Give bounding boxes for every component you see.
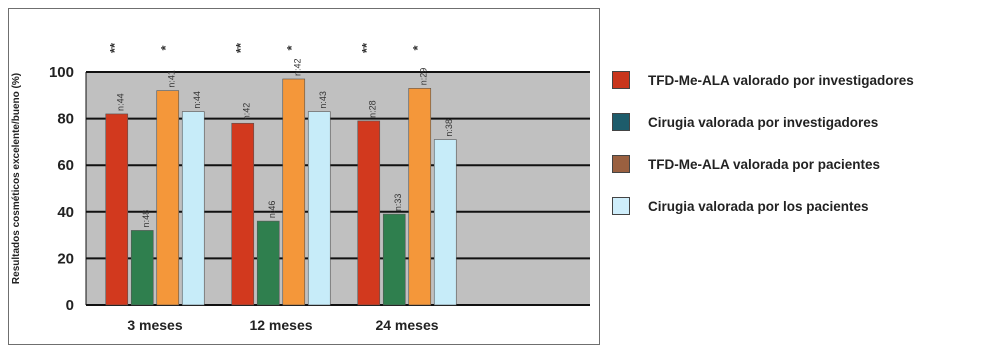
y-axis-label: Resultados cosméticos excelente/bueno (%… (11, 73, 22, 284)
bar (433, 139, 457, 306)
n-label: n:42 (293, 58, 303, 76)
legend-swatch (612, 197, 630, 215)
bar (307, 111, 331, 306)
y-tick-label: 100 (49, 64, 74, 81)
bar (256, 220, 280, 306)
significance-marker: ** (359, 42, 374, 53)
n-label: n:29 (419, 68, 429, 86)
n-label: n:33 (393, 194, 403, 212)
n-label: n:28 (368, 100, 378, 118)
n-label: n:41 (167, 70, 177, 88)
legend-item: TFD-Me-ALA valorada por pacientes (612, 154, 997, 174)
y-tick-label: 0 (66, 297, 74, 314)
bar (408, 88, 432, 306)
legend-swatch (612, 155, 630, 173)
n-label: n:42 (242, 103, 252, 121)
legend-item: Cirugia valorada por investigadores (612, 112, 997, 132)
legend: TFD-Me-ALA valorado por investigadores Ci… (612, 70, 997, 238)
y-tick-label: 40 (57, 204, 74, 221)
legend-swatch (612, 113, 630, 131)
bar (382, 213, 406, 306)
bar (156, 90, 180, 306)
bar (282, 78, 306, 306)
legend-label: TFD-Me-ALA valorado por investigadores (648, 72, 914, 88)
significance-marker: ** (233, 42, 248, 53)
n-label: n:48 (141, 210, 151, 228)
x-tick-label: 12 meses (249, 317, 312, 333)
n-label: n:43 (318, 91, 328, 109)
y-tick-label: 20 (57, 250, 74, 267)
legend-item: Cirugia valorada por los pacientes (612, 196, 997, 216)
bar (105, 113, 129, 306)
n-label: n:44 (192, 91, 202, 109)
n-label: n:46 (267, 201, 277, 219)
n-label: n:38 (444, 119, 454, 137)
bar (231, 122, 255, 306)
significance-marker: * (410, 45, 425, 51)
x-tick-label: 24 meses (375, 317, 438, 333)
legend-swatch (612, 71, 630, 89)
legend-label: Cirugia valorada por investigadores (648, 114, 879, 130)
significance-marker: * (158, 45, 173, 51)
legend-label: TFD-Me-ALA valorada por pacientes (648, 156, 881, 172)
x-tick-label: 3 meses (127, 317, 182, 333)
bar (130, 230, 154, 306)
y-tick-label: 60 (57, 157, 74, 174)
bar (181, 111, 205, 306)
bar (357, 120, 381, 306)
y-tick-label: 80 (57, 111, 74, 128)
significance-marker: ** (107, 42, 122, 53)
legend-item: TFD-Me-ALA valorado por investigadores (612, 70, 997, 90)
n-label: n:44 (116, 93, 126, 111)
bars (105, 78, 457, 306)
significance-marker: * (284, 45, 299, 51)
legend-label: Cirugia valorada por los pacientes (648, 198, 869, 214)
